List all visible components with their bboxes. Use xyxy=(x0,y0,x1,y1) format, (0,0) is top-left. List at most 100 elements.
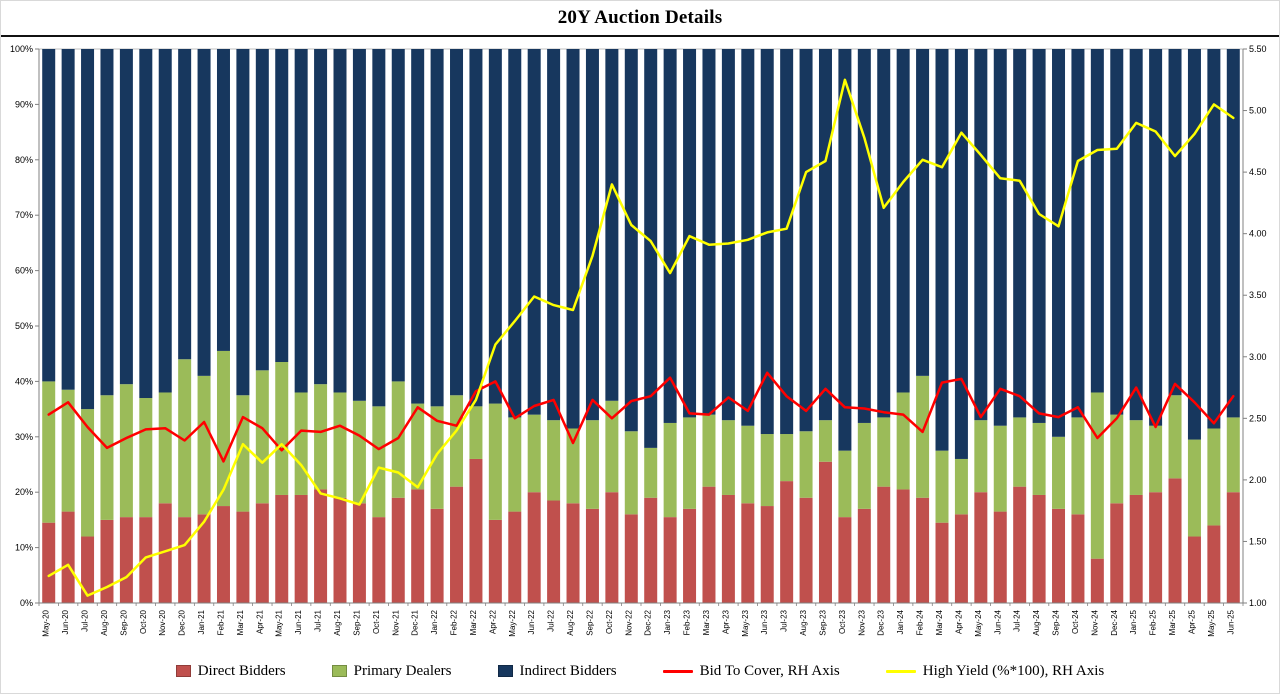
x-tick-label: Apr-24 xyxy=(954,609,963,634)
bar-segment-primary-dealers xyxy=(896,392,910,490)
bar-segment-primary-dealers xyxy=(1090,392,1104,559)
bar-segment-primary-dealers xyxy=(1207,428,1221,526)
chart-header: 20Y Auction Details xyxy=(1,1,1279,37)
bar-segment-indirect-bidders xyxy=(469,49,483,407)
bar-segment-indirect-bidders xyxy=(954,49,968,459)
bar-segment-primary-dealers xyxy=(197,375,211,515)
bar-segment-indirect-bidders xyxy=(527,49,541,415)
bar-segment-indirect-bidders xyxy=(1129,49,1143,421)
left-tick-label: 100% xyxy=(10,44,33,54)
bar-segment-indirect-bidders xyxy=(1187,49,1201,440)
x-tick-label: Jul-24 xyxy=(1013,609,1022,631)
line-high-yield-100-rh-axis xyxy=(47,78,1235,597)
x-tick-label: Sep-23 xyxy=(819,609,828,635)
legend: Direct Bidders Primary Dealers Indirect Bi… xyxy=(1,649,1279,693)
bar-segment-direct-bidders xyxy=(1110,503,1124,603)
bar-segment-direct-bidders xyxy=(1052,508,1066,603)
bar-segment-indirect-bidders xyxy=(81,49,95,410)
bar-segment-indirect-bidders xyxy=(1207,49,1221,429)
bar-segment-direct-bidders xyxy=(702,486,716,603)
x-tick-label: Aug-21 xyxy=(333,609,342,635)
bar-segment-direct-bidders xyxy=(178,517,192,603)
bar-segment-direct-bidders xyxy=(1149,492,1163,603)
left-tick-label: 0% xyxy=(20,598,33,608)
bar-segment-indirect-bidders xyxy=(275,49,289,363)
bar-segment-primary-dealers xyxy=(469,406,483,459)
bar-segment-primary-dealers xyxy=(1226,417,1240,493)
right-tick-label: 1.00 xyxy=(1249,598,1267,608)
legend-label: Primary Dealers xyxy=(353,662,452,679)
x-tick-label: May-23 xyxy=(741,609,750,636)
bar-segment-direct-bidders xyxy=(352,503,366,603)
bar-segment-primary-dealers xyxy=(566,428,580,504)
legend-box-swatch xyxy=(497,665,513,677)
legend-label: High Yield (%*100), RH Axis xyxy=(922,662,1105,679)
bar-segment-primary-dealers xyxy=(81,409,95,537)
x-tick-label: Dec-22 xyxy=(644,609,653,635)
bar-segment-indirect-bidders xyxy=(294,49,308,393)
x-tick-label: Apr-22 xyxy=(488,609,497,634)
bar-segment-indirect-bidders xyxy=(178,49,192,360)
x-tick-label: Jun-22 xyxy=(527,609,536,634)
bar-segment-direct-bidders xyxy=(139,517,153,603)
x-tick-label: Jul-22 xyxy=(547,609,556,631)
x-axis-ticks xyxy=(38,603,1244,606)
bar-segment-primary-dealers xyxy=(993,425,1007,512)
right-tick-label: 4.00 xyxy=(1249,229,1267,239)
bar-segment-direct-bidders xyxy=(935,522,949,603)
right-tick-label: 4.50 xyxy=(1249,167,1267,177)
x-tick-label: Nov-22 xyxy=(624,609,633,635)
bar-segment-primary-dealers xyxy=(275,362,289,495)
x-tick-label: Jun-21 xyxy=(294,609,303,634)
x-tick-label: Jan-21 xyxy=(197,609,206,634)
x-tick-label: Nov-23 xyxy=(857,609,866,635)
bar-segment-direct-bidders xyxy=(527,492,541,603)
right-tick-label: 2.00 xyxy=(1249,475,1267,485)
bar-segment-indirect-bidders xyxy=(838,49,852,451)
bar-segment-indirect-bidders xyxy=(993,49,1007,426)
legend-item-direct-bidders: Direct Bidders xyxy=(175,662,286,680)
bar-segment-direct-bidders xyxy=(857,508,871,603)
right-tick-label: 5.50 xyxy=(1249,44,1267,54)
x-tick-label: Oct-20 xyxy=(139,609,148,634)
x-tick-label: Aug-22 xyxy=(566,609,575,635)
left-tick-label: 70% xyxy=(15,210,33,220)
x-tick-label: Sep-24 xyxy=(1052,609,1061,635)
auction-details-chart: 0% 10% 20% 30% 40% 50% 60% 70% 80% 90% 100% 1.00 1.5… xyxy=(10,44,1267,637)
x-tick-label: Feb-22 xyxy=(450,609,459,635)
x-tick-label: May-20 xyxy=(42,609,51,636)
x-tick-label: Feb-21 xyxy=(217,609,226,635)
bar-segment-indirect-bidders xyxy=(974,49,988,421)
bar-segment-indirect-bidders xyxy=(508,49,522,418)
bar-segment-indirect-bidders xyxy=(391,49,405,382)
bar-segment-direct-bidders xyxy=(1226,492,1240,603)
bar-segment-primary-dealers xyxy=(352,400,366,504)
bar-segment-indirect-bidders xyxy=(1226,49,1240,418)
x-tick-label: May-22 xyxy=(508,609,517,636)
bar-segment-indirect-bidders xyxy=(216,49,230,351)
bar-segment-direct-bidders xyxy=(430,508,444,603)
bar-segment-primary-dealers xyxy=(974,420,988,493)
bar-segment-indirect-bidders xyxy=(255,49,269,371)
bar-segment-primary-dealers xyxy=(314,384,328,490)
left-tick-label: 60% xyxy=(15,266,33,276)
left-tick-label: 30% xyxy=(15,432,33,442)
x-tick-label: Apr-21 xyxy=(255,609,264,634)
right-tick-label: 1.50 xyxy=(1249,536,1267,546)
bar-segment-direct-bidders xyxy=(469,458,483,603)
bar-segment-primary-dealers xyxy=(430,406,444,509)
legend-label: Direct Bidders xyxy=(197,662,286,679)
x-tick-label: May-25 xyxy=(1207,609,1216,636)
x-tick-label: Jan-25 xyxy=(1129,609,1138,634)
bar-segment-primary-dealers xyxy=(741,425,755,504)
bar-segment-indirect-bidders xyxy=(547,49,561,421)
bar-segment-primary-dealers xyxy=(100,395,114,520)
bar-segment-indirect-bidders xyxy=(721,49,735,421)
legend-box-swatch xyxy=(331,665,347,677)
bar-segment-indirect-bidders xyxy=(935,49,949,451)
legend-label: Bid To Cover, RH Axis xyxy=(699,662,840,679)
bar-segment-direct-bidders xyxy=(954,514,968,603)
x-axis-labels: May-20 Jun-20 Jul-20 Aug-20 Sep-20 Oct-20 Nov-… xyxy=(42,609,1236,636)
x-tick-label: Oct-24 xyxy=(1071,609,1080,634)
